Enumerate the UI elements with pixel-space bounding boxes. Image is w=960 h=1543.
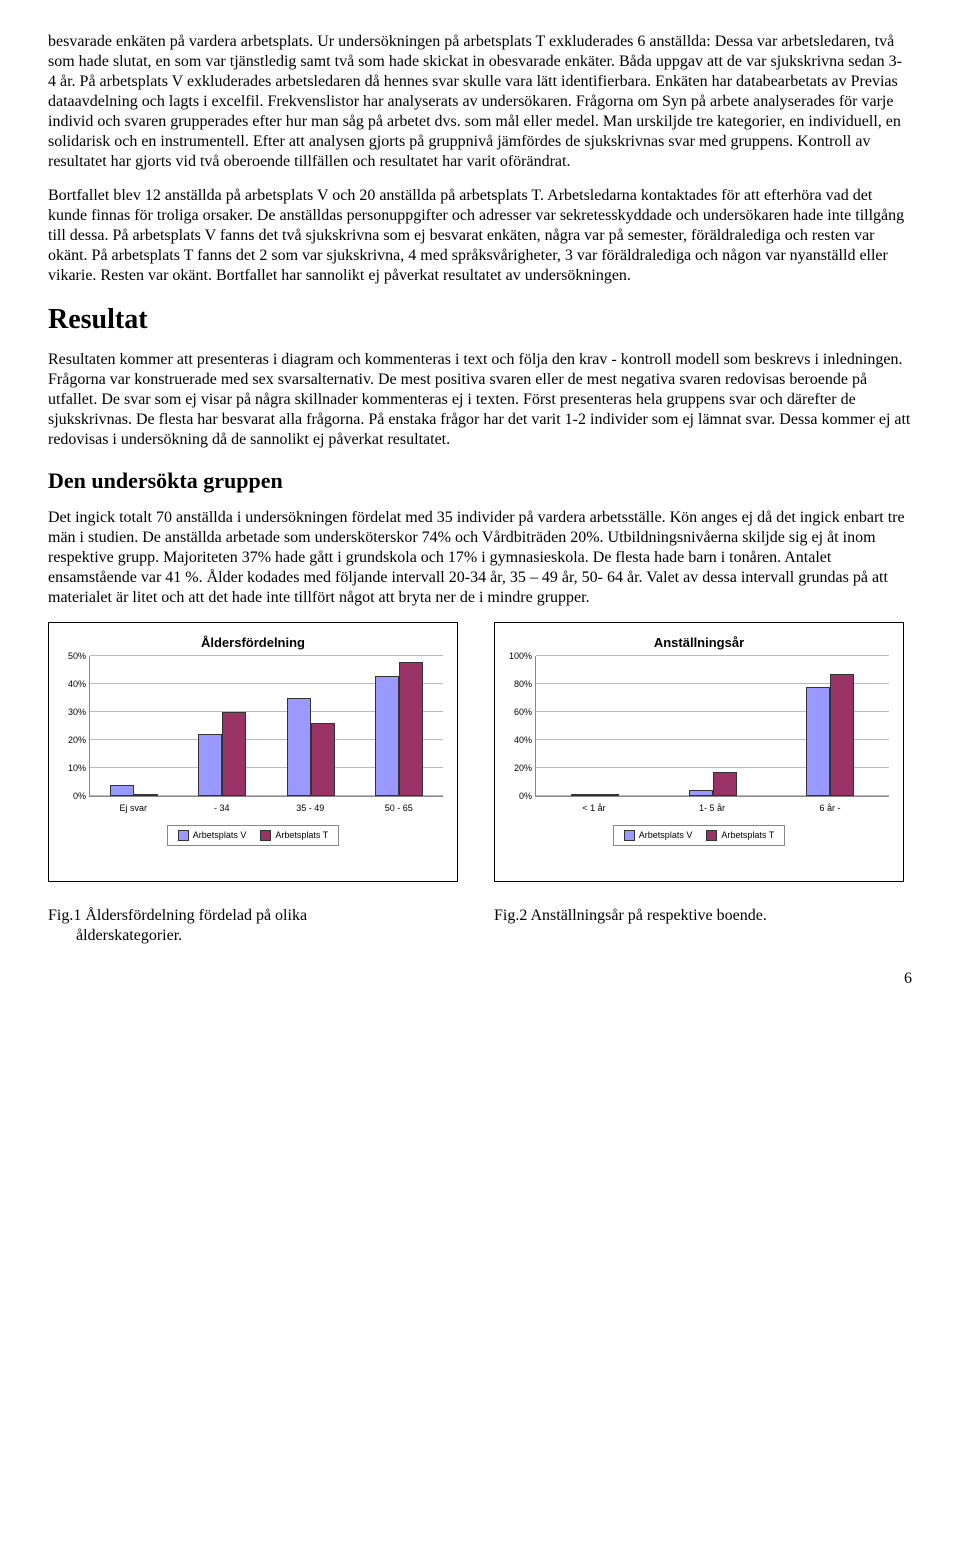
chart2-title: Anställningsår bbox=[495, 635, 903, 650]
body-paragraph-2: Bortfallet blev 12 anställda på arbetspl… bbox=[48, 186, 912, 286]
x-tick-label: Ej svar bbox=[89, 797, 178, 813]
x-tick-label: - 34 bbox=[178, 797, 267, 813]
page-number: 6 bbox=[48, 970, 912, 988]
body-paragraph-1: besvarade enkäten på vardera arbetsplats… bbox=[48, 32, 912, 172]
y-tick-label: 40% bbox=[500, 735, 532, 745]
x-tick-label: 50 - 65 bbox=[355, 797, 444, 813]
y-tick-label: 60% bbox=[500, 707, 532, 717]
y-tick-label: 50% bbox=[54, 651, 86, 661]
chart1-title: Åldersfördelning bbox=[49, 635, 457, 650]
chart-anstallningsar: Anställningsår 0%20%40%60%80%100% < 1 år… bbox=[494, 622, 904, 882]
x-tick-label: < 1 år bbox=[535, 797, 653, 813]
caption-fig1-line1: Fig.1 Åldersfördelning fördelad på olika bbox=[48, 907, 307, 924]
y-tick-label: 0% bbox=[54, 791, 86, 801]
legend-item-v: Arbetsplats V bbox=[624, 830, 693, 841]
legend-label-v: Arbetsplats V bbox=[639, 830, 693, 840]
chart2-legend: Arbetsplats V Arbetsplats T bbox=[613, 825, 785, 846]
y-tick-label: 0% bbox=[500, 791, 532, 801]
heading-den-undersokta-gruppen: Den undersökta gruppen bbox=[48, 468, 912, 494]
legend-item-t: Arbetsplats T bbox=[260, 830, 328, 841]
legend-label-v: Arbetsplats V bbox=[193, 830, 247, 840]
chart1-legend: Arbetsplats V Arbetsplats T bbox=[167, 825, 339, 846]
chart1-plot: 0%10%20%30%40%50% bbox=[89, 656, 443, 797]
chart2-plot: 0%20%40%60%80%100% bbox=[535, 656, 889, 797]
y-tick-label: 20% bbox=[500, 763, 532, 773]
bar-series-v bbox=[198, 734, 222, 796]
bar-series-v bbox=[806, 687, 830, 796]
bar-series-t bbox=[713, 772, 737, 796]
caption-fig1: Fig.1 Åldersfördelning fördelad på olika… bbox=[48, 906, 458, 946]
bar-series-v bbox=[375, 676, 399, 796]
y-tick-label: 80% bbox=[500, 679, 532, 689]
bar-series-v bbox=[571, 794, 595, 796]
charts-row: Åldersfördelning 0%10%20%30%40%50% Ej sv… bbox=[48, 622, 912, 882]
heading-resultat: Resultat bbox=[48, 304, 912, 336]
y-tick-label: 10% bbox=[54, 763, 86, 773]
chart1-xlabels: Ej svar- 3435 - 4950 - 65 bbox=[89, 797, 443, 813]
bar-series-t bbox=[595, 794, 619, 796]
x-tick-label: 6 år - bbox=[771, 797, 889, 813]
legend-label-t: Arbetsplats T bbox=[721, 830, 774, 840]
legend-label-t: Arbetsplats T bbox=[275, 830, 328, 840]
y-tick-label: 30% bbox=[54, 707, 86, 717]
chart2-xlabels: < 1 år1- 5 år6 år - bbox=[535, 797, 889, 813]
bar-series-t bbox=[830, 674, 854, 796]
bar-series-v bbox=[287, 698, 311, 796]
x-tick-label: 35 - 49 bbox=[266, 797, 355, 813]
y-tick-label: 40% bbox=[54, 679, 86, 689]
bar-series-t bbox=[311, 723, 335, 796]
captions-row: Fig.1 Åldersfördelning fördelad på olika… bbox=[48, 906, 912, 946]
y-tick-label: 100% bbox=[500, 651, 532, 661]
caption-fig1-line2: ålderskategorier. bbox=[48, 927, 182, 944]
body-paragraph-3: Resultaten kommer att presenteras i diag… bbox=[48, 350, 912, 450]
bar-series-t bbox=[399, 662, 423, 796]
body-paragraph-4: Det ingick totalt 70 anställda i undersö… bbox=[48, 508, 912, 608]
bar-series-t bbox=[222, 712, 246, 796]
y-tick-label: 20% bbox=[54, 735, 86, 745]
caption-fig2: Fig.2 Anställningsår på respektive boend… bbox=[494, 906, 904, 946]
bar-series-v bbox=[110, 785, 134, 796]
legend-item-v: Arbetsplats V bbox=[178, 830, 247, 841]
bar-series-t bbox=[134, 794, 158, 796]
chart-aldersfordelning: Åldersfördelning 0%10%20%30%40%50% Ej sv… bbox=[48, 622, 458, 882]
legend-item-t: Arbetsplats T bbox=[706, 830, 774, 841]
bar-series-v bbox=[689, 790, 713, 796]
x-tick-label: 1- 5 år bbox=[653, 797, 771, 813]
